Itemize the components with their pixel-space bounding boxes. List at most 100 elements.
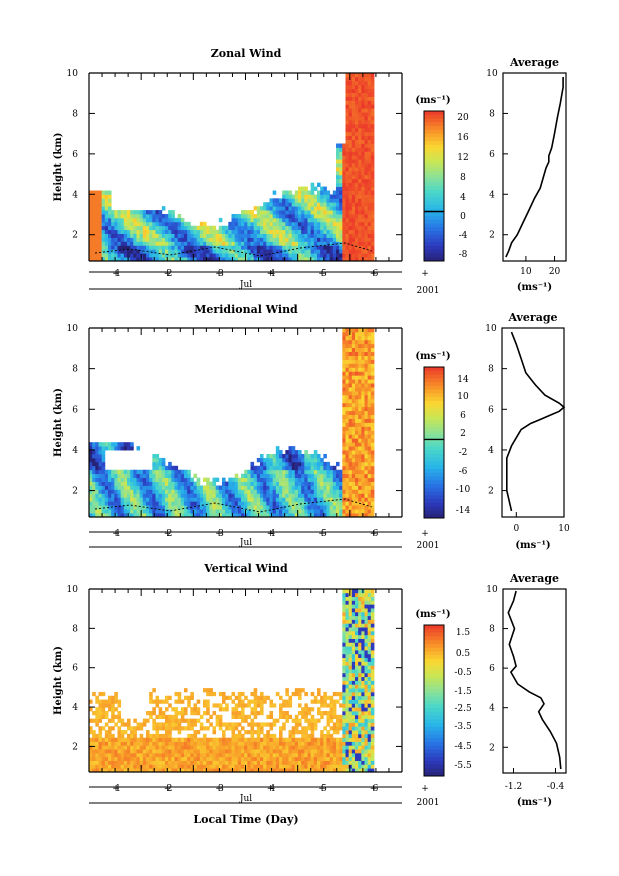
day-marker: + — [164, 529, 172, 539]
zero-contour — [94, 242, 373, 257]
colorbar-band — [424, 745, 444, 751]
colorbar-band — [424, 696, 444, 702]
colorbar-band — [424, 655, 444, 660]
colorbar-band — [424, 400, 444, 406]
colorbar-band — [424, 764, 444, 769]
day-tick-label: 2 — [167, 784, 173, 794]
colorbar-band — [424, 171, 444, 176]
day-marker: + — [370, 529, 378, 539]
colorbar-band — [424, 757, 444, 762]
colorbar-band — [424, 472, 444, 477]
y-tick-label: 2 — [72, 742, 78, 752]
colorbar-band — [424, 465, 444, 470]
profile-title: Average — [509, 572, 559, 585]
colorbar-band — [424, 408, 444, 413]
colorbar-band — [424, 738, 444, 743]
colorbar-tick-label: 8 — [460, 173, 466, 183]
colorbar-band — [424, 122, 444, 127]
colorbar-tick-label: 6 — [460, 411, 466, 421]
colorbar-band — [424, 370, 444, 376]
y-tick-label: 10 — [67, 324, 79, 334]
colorbar-band — [424, 730, 444, 735]
day-tick-label: 6 — [373, 529, 379, 539]
colorbar-band — [424, 231, 444, 236]
y-tick-label: 10 — [67, 585, 79, 595]
day-tick-label: 5 — [321, 784, 327, 794]
colorbar-band — [424, 242, 444, 247]
colorbar-band — [424, 374, 444, 379]
y-tick-label: 2 — [72, 487, 78, 497]
y-axis-label: Height (km) — [53, 133, 64, 202]
colorbar-frame — [423, 110, 445, 262]
colorbar-band — [424, 723, 444, 728]
colorbar-unit: (ms⁻¹) — [415, 609, 450, 620]
y-tick-label: 6 — [72, 664, 78, 674]
colorbar-tick-label: -3.5 — [454, 722, 472, 732]
colorbar-band — [424, 628, 444, 634]
colorbar-band — [424, 431, 444, 436]
day-tick-label: 3 — [218, 784, 224, 794]
panel-title: Zonal Wind — [211, 47, 282, 60]
colorbar-band — [424, 249, 444, 254]
colorbar-band — [424, 227, 444, 232]
colorbar-band — [424, 182, 444, 187]
colorbar-frame — [423, 366, 445, 519]
day-tick-label: 5 — [321, 529, 327, 539]
colorbar-tick-label: 2 — [460, 429, 466, 439]
profile-title: Average — [507, 311, 557, 324]
colorbar-tick-label: -1.5 — [454, 687, 472, 697]
colorbar-band — [424, 453, 444, 459]
colorbar-tick-label: -5.5 — [454, 761, 472, 771]
colorbar-band — [424, 257, 444, 262]
day-marker: + — [112, 529, 120, 539]
colorbar-band — [424, 749, 444, 754]
colorbar-band — [424, 382, 444, 387]
profile-y-tick-label: 2 — [489, 743, 495, 753]
colorbar-band — [424, 715, 444, 720]
profile-x-tick-label: -1.2 — [505, 782, 522, 792]
colorbar-band — [424, 726, 444, 732]
colorbar-band — [424, 212, 444, 217]
colorbar-band — [424, 141, 444, 146]
day-marker: + — [267, 529, 275, 539]
average-profile: 2 4 6 8 10 -1.2 -0.4 Average (ms⁻¹) — [486, 572, 567, 808]
y-axis-label: Height (km) — [53, 646, 64, 715]
heatmap-field — [89, 589, 375, 773]
day-marker: + — [164, 784, 172, 794]
colorbar-band — [424, 423, 444, 428]
profile-x-label: (ms⁻¹) — [515, 540, 550, 551]
average-profile: 2 4 6 8 10 10 20 Average (ms⁻¹) — [486, 56, 567, 293]
day-tick-label: 4 — [270, 784, 276, 794]
colorbar-band — [424, 412, 444, 417]
colorbar-band — [424, 662, 444, 668]
profile-line — [505, 77, 564, 258]
profile-y-tick-label: 8 — [489, 625, 495, 635]
colorbar-band — [424, 499, 444, 504]
colorbar-band — [424, 670, 444, 675]
colorbar-band — [424, 734, 444, 739]
colorbar-band — [424, 719, 444, 724]
year-label: 2001 — [417, 541, 440, 551]
day-marker: + — [318, 529, 326, 539]
profile-x-label: (ms⁻¹) — [517, 797, 552, 808]
day-marker: + — [421, 269, 429, 279]
day-marker: + — [421, 784, 429, 794]
colorbar-band — [424, 506, 444, 511]
colorbar-band — [424, 201, 444, 206]
profile-x-label: (ms⁻¹) — [517, 282, 552, 293]
colorbar-band — [424, 711, 444, 717]
colorbar-band — [424, 484, 444, 489]
colorbar-tick-label: 4 — [460, 193, 466, 203]
colorbar-band — [424, 625, 444, 630]
day-marker: + — [267, 784, 275, 794]
colorbar-band — [424, 708, 444, 713]
profile-y-tick-label: 2 — [489, 231, 495, 241]
colorbar-band — [424, 385, 444, 391]
profile-y-tick-label: 10 — [485, 324, 497, 334]
colorbar-band — [424, 189, 444, 194]
colorbar-band — [424, 404, 444, 410]
colorbar-band — [424, 480, 444, 485]
day-marker: + — [164, 269, 172, 279]
